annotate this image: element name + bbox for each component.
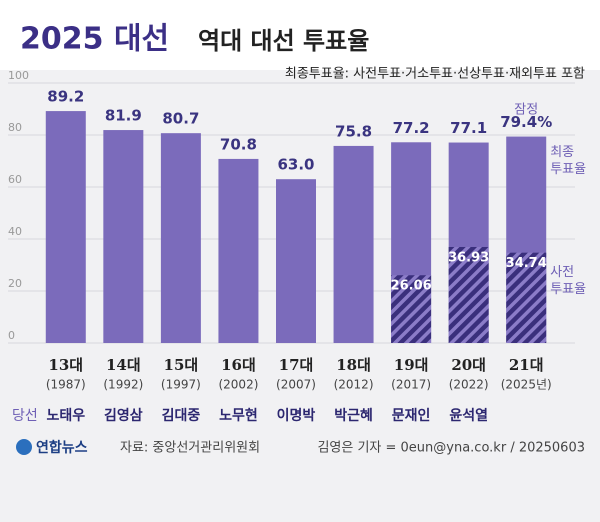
legend-label: 사전 투표율 [550, 265, 586, 297]
value-label: 77.1 [450, 119, 487, 137]
winner-label: 노무현 [219, 408, 258, 424]
bar [103, 130, 144, 343]
y-tick-label: 20 [8, 277, 22, 290]
logo-icon [16, 439, 32, 455]
winner-label: 김대중 [162, 407, 201, 424]
x-tick-label: 18대 [336, 356, 371, 374]
x-tick-label: 13대 [48, 356, 83, 374]
x-tick-sublabel: (2017) [391, 378, 431, 392]
value-label: 89.2 [47, 88, 84, 106]
x-tick-sublabel: (1997) [161, 378, 201, 392]
credit: 김영은 기자 = 0eun@yna.co.kr / 20250603 [317, 441, 585, 456]
source: 자료: 중앙선거관리위원회 [120, 441, 260, 456]
early-vote-bar [448, 246, 489, 343]
winners-label: 당선 [12, 408, 38, 424]
legend-label: 최종 투표율 [550, 145, 586, 177]
x-tick-sublabel: (2007) [276, 378, 316, 392]
x-tick-label: 16대 [221, 356, 256, 374]
bar [276, 179, 316, 343]
x-tick-sublabel: (2025년) [501, 378, 552, 392]
x-tick-label: 21대 [509, 356, 544, 374]
x-tick-label: 20대 [451, 356, 486, 374]
winner-label: 윤석열 [449, 407, 488, 424]
x-tick-sublabel: (2012) [334, 378, 374, 392]
chart-title: 역대 대선 투표율 [198, 27, 369, 55]
winner-label: 노태우 [46, 408, 85, 424]
x-tick-label: 19대 [394, 356, 429, 374]
early-vote-bar [391, 275, 432, 343]
x-tick-label: 17대 [279, 356, 314, 374]
value-label: 34.74 [506, 256, 547, 271]
x-tick-sublabel: (2002) [218, 378, 258, 392]
bar [333, 145, 374, 343]
value-label: 81.9 [105, 107, 142, 125]
bar [160, 133, 201, 343]
y-tick-label: 60 [8, 173, 22, 186]
value-label: 70.8 [220, 135, 257, 153]
value-label: 63.0 [277, 156, 314, 174]
y-tick-label: 80 [8, 121, 22, 134]
y-tick-label: 100 [8, 69, 29, 82]
title-highlight: 2025 대선 [20, 22, 169, 57]
x-tick-sublabel: (1987) [46, 378, 86, 392]
subtitle: 최종투표율: 사전투표·거소투표·선상투표·재외투표 포함 [285, 67, 585, 82]
value-label: 79.4% [500, 113, 552, 131]
value-label: 36.93 [448, 250, 489, 265]
value-label: 26.06 [391, 279, 432, 294]
y-tick-label: 40 [8, 225, 22, 238]
winner-label: 이명박 [277, 407, 316, 424]
early-vote-bar [506, 252, 547, 343]
value-label: 80.7 [162, 110, 199, 128]
value-label: 77.2 [393, 119, 430, 137]
x-tick-label: 15대 [164, 356, 199, 374]
value-label: 75.8 [335, 122, 372, 140]
x-tick-sublabel: (1992) [103, 378, 143, 392]
winner-label: 박근혜 [334, 407, 373, 424]
y-tick-label: 0 [8, 329, 15, 342]
annotation: 잠정 [514, 103, 538, 118]
winner-label: 문재인 [392, 407, 431, 424]
x-tick-sublabel: (2022) [449, 378, 489, 392]
bar [45, 111, 86, 343]
x-tick-label: 14대 [106, 356, 141, 374]
bar [218, 158, 259, 343]
winner-label: 김영삼 [104, 407, 143, 424]
logo: 연합뉴스 [36, 439, 88, 456]
